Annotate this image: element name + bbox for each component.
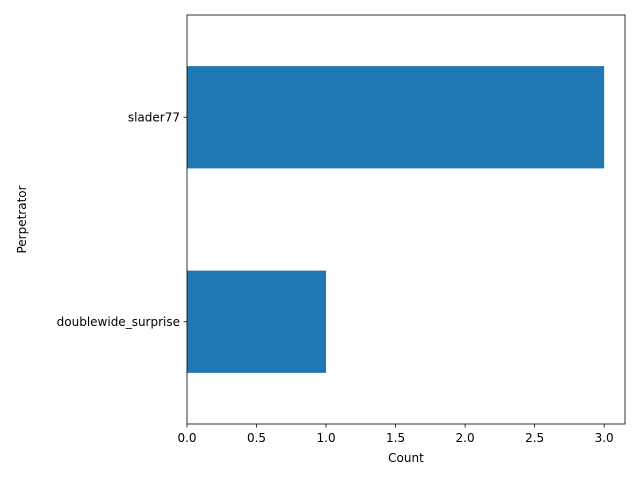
y-axis-label: Perpetrator [15, 185, 29, 253]
x-tick-label: 0.0 [177, 431, 196, 445]
y-tick-label: slader77 [128, 110, 180, 124]
x-tick-label: 3.0 [595, 431, 614, 445]
x-tick-label: 2.5 [525, 431, 544, 445]
x-axis-label: Count [388, 451, 424, 465]
y-tick-label: doublewide_surprise [57, 315, 180, 329]
bars-group [187, 66, 605, 373]
x-tick-label: 2.0 [456, 431, 475, 445]
bar-slader77 [187, 66, 605, 169]
y-axis-ticks: slader77 doublewide_surprise [57, 110, 187, 329]
x-tick-label: 1.0 [317, 431, 336, 445]
plot-frame [186, 14, 626, 425]
x-axis-ticks: 0.0 0.5 1.0 1.5 2.0 2.5 3.0 [177, 424, 614, 445]
bar-doublewide-surprise [187, 270, 327, 373]
x-tick-label: 1.5 [386, 431, 405, 445]
x-tick-label: 0.5 [247, 431, 266, 445]
